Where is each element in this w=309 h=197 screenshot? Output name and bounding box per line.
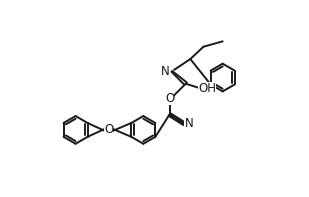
Text: N: N — [184, 117, 193, 130]
Text: OH: OH — [198, 82, 216, 95]
Text: O: O — [165, 92, 174, 105]
Text: N: N — [161, 65, 170, 78]
Text: O: O — [104, 123, 113, 136]
